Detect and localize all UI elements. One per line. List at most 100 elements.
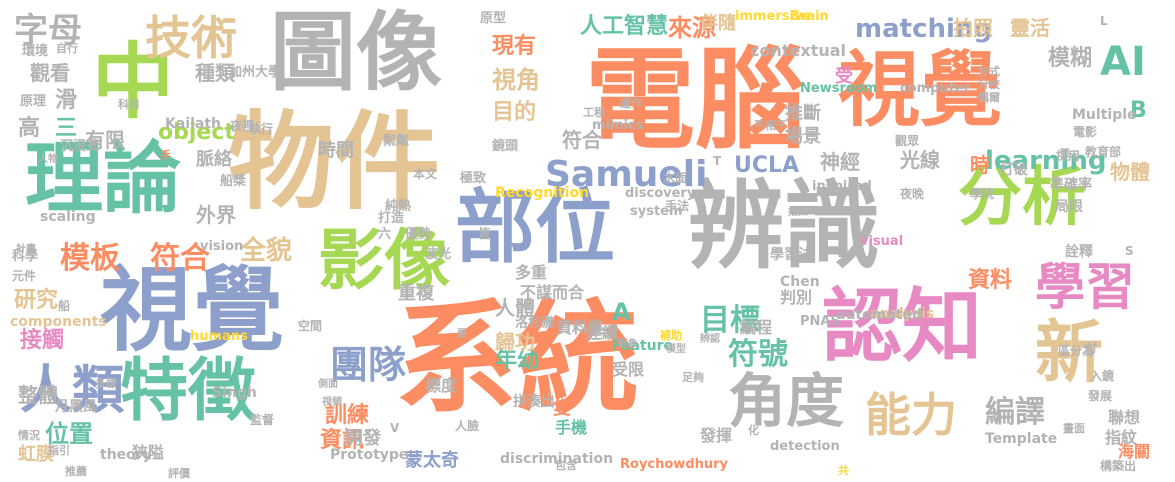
cloud-word: 現有 bbox=[492, 34, 537, 59]
cloud-word: 伴隨 bbox=[700, 13, 736, 34]
cloud-word: 視角 bbox=[492, 66, 540, 94]
cloud-word: 人物 bbox=[38, 154, 58, 165]
cloud-word: humans bbox=[190, 329, 248, 344]
cloud-word: 符合 bbox=[150, 241, 210, 276]
cloud-word: 對象 bbox=[618, 339, 638, 350]
cloud-word: 外界 bbox=[196, 203, 236, 227]
cloud-word: 不謀而合 bbox=[520, 283, 585, 302]
cloud-word: 影像 bbox=[318, 222, 450, 299]
cloud-word: 分析 bbox=[958, 161, 1086, 235]
cloud-word: Singh bbox=[212, 385, 257, 401]
cloud-word: 資料集 bbox=[556, 318, 605, 337]
cloud-word: 原理 bbox=[20, 94, 47, 109]
cloud-word: 滑 bbox=[55, 88, 78, 113]
cloud-word: 時 bbox=[970, 153, 990, 177]
cloud-word: 模糊 bbox=[1048, 46, 1093, 71]
cloud-word: Prototype bbox=[330, 447, 409, 463]
cloud-word: 受限 bbox=[612, 360, 645, 379]
cloud-word: 構築出 bbox=[1100, 459, 1137, 473]
cloud-word: 光線 bbox=[900, 148, 940, 172]
cloud-word: 重複 bbox=[398, 283, 434, 304]
cloud-word: 時間 bbox=[318, 140, 354, 161]
cloud-word: L bbox=[1100, 14, 1108, 28]
cloud-word: 運作 bbox=[620, 97, 642, 110]
cloud-word: Samueli bbox=[545, 154, 708, 195]
cloud-word: A bbox=[612, 298, 631, 326]
cloud-word: 接觸 bbox=[20, 328, 65, 353]
cloud-word: discrimination bbox=[500, 451, 614, 467]
cloud-word: 方式 bbox=[978, 65, 1000, 78]
cloud-word: 角度 bbox=[728, 367, 845, 435]
cloud-word: 側面 bbox=[318, 379, 338, 390]
cloud-word: 多樣 bbox=[95, 377, 117, 390]
cloud-word: 圖像 bbox=[270, 3, 442, 103]
cloud-word: 推薦 bbox=[65, 465, 87, 478]
cloud-word: 編譯 bbox=[985, 395, 1045, 430]
cloud-word: 模板 bbox=[60, 241, 120, 276]
cloud-word: 詮釋 bbox=[1065, 244, 1093, 260]
cloud-word: 洛杉磯 bbox=[515, 316, 555, 331]
cloud-word: scaling bbox=[40, 209, 96, 225]
cloud-word: 包含 bbox=[555, 459, 577, 472]
cloud-word: 本文 bbox=[413, 167, 438, 181]
cloud-word: 虹膜 bbox=[18, 444, 54, 465]
cloud-word: 極致 bbox=[460, 171, 487, 186]
cloud-word: 多重 bbox=[515, 263, 548, 282]
cloud-word: 年幼 bbox=[495, 348, 540, 373]
cloud-word: 準確率 bbox=[1050, 177, 1092, 193]
cloud-word: 月黑風 bbox=[55, 399, 97, 415]
cloud-word: analysis bbox=[870, 306, 935, 322]
cloud-word: 人臉 bbox=[455, 419, 480, 433]
cloud-word: 手 bbox=[160, 149, 171, 162]
cloud-word: system bbox=[630, 204, 683, 219]
cloud-word: 開發 bbox=[345, 428, 381, 449]
cloud-word: 入鏡 bbox=[1090, 369, 1115, 383]
cloud-word: 隻 bbox=[553, 398, 571, 419]
cloud-word: Kailath bbox=[165, 116, 221, 132]
cloud-word: UCLA bbox=[734, 153, 800, 178]
cloud-word: 位置 bbox=[45, 420, 93, 448]
cloud-word: 推斷 bbox=[785, 103, 821, 124]
cloud-word: 中 bbox=[92, 35, 175, 130]
cloud-word: 工程 bbox=[583, 106, 605, 119]
cloud-word: 受 bbox=[835, 66, 853, 87]
cloud-word: 新 bbox=[1035, 314, 1104, 393]
cloud-word: 計畫 bbox=[16, 244, 36, 255]
cloud-word: 空間 bbox=[298, 319, 323, 333]
cloud-word: 資訊 bbox=[320, 428, 365, 453]
cloud-word: 科學 bbox=[12, 249, 39, 264]
cloud-word: 物件 bbox=[228, 101, 440, 224]
cloud-word: 聯想 bbox=[1108, 408, 1141, 427]
cloud-word: 靈活 bbox=[1010, 16, 1050, 40]
cloud-word: 粼粼 bbox=[383, 134, 410, 149]
cloud-word: 船 bbox=[58, 299, 71, 313]
cloud-word: 學習法 bbox=[770, 247, 812, 263]
cloud-word: 張 bbox=[1060, 149, 1070, 160]
cloud-word: 環境 bbox=[22, 44, 49, 59]
cloud-word: object bbox=[158, 120, 235, 145]
cloud-word: 能力 bbox=[865, 388, 957, 442]
cloud-word: 蒙太奇 bbox=[405, 450, 459, 471]
cloud-word: 化 bbox=[748, 424, 759, 437]
cloud-word: 資料 bbox=[968, 268, 1013, 293]
cloud-word: 自行 bbox=[56, 42, 78, 55]
cloud-word: Newsroom bbox=[800, 81, 878, 96]
cloud-word: 夜裡 bbox=[230, 119, 255, 133]
cloud-word: 打破 bbox=[1000, 162, 1028, 178]
cloud-word: T bbox=[713, 154, 722, 168]
cloud-word: 符合 bbox=[562, 128, 602, 152]
cloud-word: 人工智慧 bbox=[580, 14, 669, 39]
cloud-word: 有限 bbox=[85, 128, 125, 152]
cloud-word: 高 bbox=[18, 116, 41, 141]
cloud-word: discovery bbox=[625, 186, 696, 201]
cloud-word: 視覺 bbox=[838, 43, 1003, 138]
cloud-word: 皆 bbox=[478, 227, 492, 242]
cloud-word: 分校 bbox=[978, 78, 1000, 91]
cloud-word: 視頻 bbox=[322, 397, 342, 408]
cloud-word: 指紋 bbox=[1105, 428, 1138, 447]
cloud-word: 技術 bbox=[145, 11, 237, 65]
cloud-word: 優勢 bbox=[405, 227, 432, 242]
cloud-word: detection bbox=[770, 439, 840, 454]
cloud-word: 人體 bbox=[495, 296, 535, 320]
